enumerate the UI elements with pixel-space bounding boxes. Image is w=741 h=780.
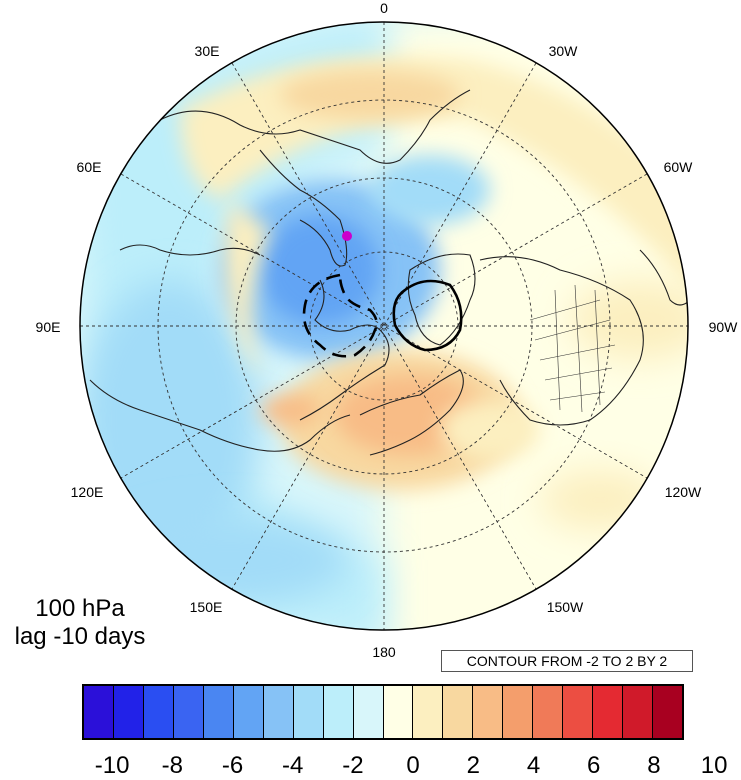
lon-label-150w: 150W: [547, 599, 584, 615]
coast-newfoundland: [639, 249, 688, 306]
colorbar-label: 0: [406, 752, 420, 779]
colorbar-cell: [503, 686, 534, 738]
colorbar-cell: [173, 686, 204, 738]
colorbar-cell: [203, 686, 234, 738]
contour-info-box: CONTOUR FROM -2 TO 2 BY 2: [441, 650, 693, 672]
positive-contour: [392, 279, 463, 352]
coastlines: [89, 89, 688, 456]
colorbar-cell: [653, 686, 683, 738]
coast-greenland: [407, 253, 476, 346]
map-border: [79, 21, 689, 631]
colorbar-cell: [233, 686, 264, 738]
negative-contour: [302, 273, 378, 358]
colorbar-label: 6: [587, 752, 601, 779]
colorbar-cell: [443, 686, 474, 738]
colorbar-label: 10: [700, 752, 728, 779]
coast-far-east: [89, 379, 351, 452]
colorbar-cell: [413, 686, 444, 738]
colorbar-label: -2: [342, 752, 364, 779]
location-marker: [342, 231, 352, 241]
lon-label-120w: 120W: [665, 484, 702, 500]
lon-label-60e: 60E: [77, 159, 102, 175]
colorbar-cell: [293, 686, 324, 738]
coast-europe: [159, 89, 471, 164]
colorbar-label: -10: [94, 752, 130, 779]
colorbar-cell: [353, 686, 384, 738]
colorbar-cell: [623, 686, 654, 738]
colorbar-cell: [383, 686, 414, 738]
lon-label-90w: 90W: [709, 319, 739, 335]
colorbar-cell: [113, 686, 144, 738]
colorbar-cell: [593, 686, 624, 738]
colorbar-label: -6: [221, 752, 244, 779]
lon-label-120e: 120E: [71, 484, 104, 500]
title-level: 100 hPa: [35, 595, 125, 622]
lon-label-0: 0: [380, 0, 388, 16]
anomaly-field: [80, 22, 688, 630]
contours: [302, 273, 463, 358]
colorbar-cell: [473, 686, 504, 738]
lon-labels: 0 30W 60W 90W 120W 150W 180 150E 120E 90…: [36, 0, 739, 660]
coast-scandinavia: [259, 149, 348, 267]
colorbar-label: 4: [526, 752, 541, 779]
colorbar-cell: [563, 686, 594, 738]
lon-label-30w: 30W: [549, 43, 579, 59]
graticule: [80, 22, 688, 630]
colorbar-label: 8: [647, 752, 661, 779]
coast-siberia: [299, 279, 390, 421]
lon-label-30e: 30E: [195, 43, 220, 59]
lon-label-180: 180: [372, 644, 396, 660]
coast-north-america: [479, 256, 644, 426]
colorbar-label: -4: [282, 752, 304, 779]
colorbar-cell: [143, 686, 174, 738]
state-boundaries: [529, 284, 616, 413]
lon-label-60w: 60W: [664, 159, 694, 175]
colorbar: [82, 684, 684, 740]
colorbar-label: -8: [161, 752, 183, 779]
lon-label-90e: 90E: [36, 319, 61, 335]
colorbar-cell: [84, 686, 114, 738]
colorbar-cell: [323, 686, 354, 738]
coast-asia-west: [119, 244, 261, 256]
lon-label-150e: 150E: [190, 599, 223, 615]
colorbar-cell: [263, 686, 294, 738]
colorbar-label: 2: [466, 752, 480, 779]
colorbar-cell: [533, 686, 564, 738]
title-lag: lag -10 days: [14, 623, 146, 650]
coast-alaska: [359, 369, 464, 456]
